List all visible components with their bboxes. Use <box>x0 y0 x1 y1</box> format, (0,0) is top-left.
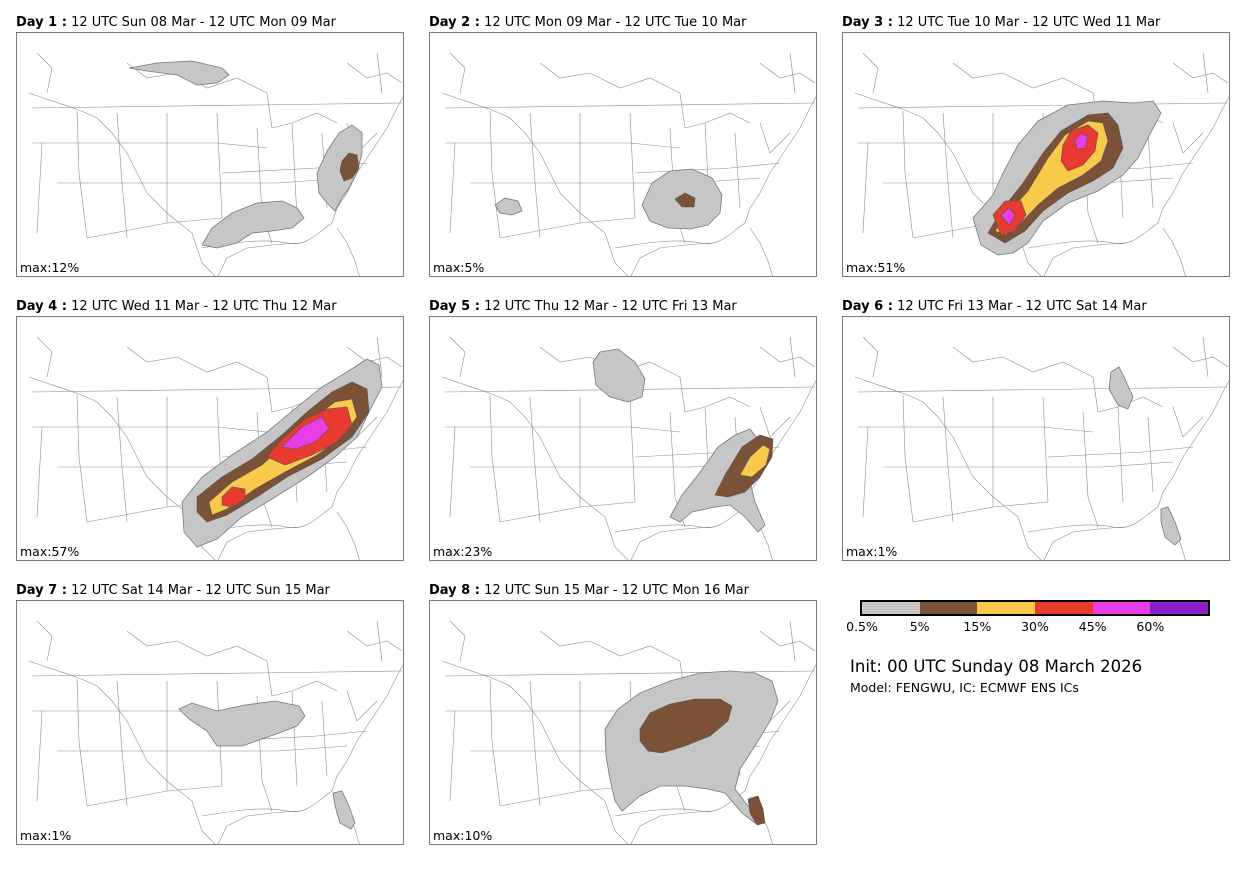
day-label: Day 8 : <box>429 583 480 598</box>
max-value-label: max:1% <box>846 544 898 559</box>
colorbar-swatch <box>1092 602 1151 614</box>
max-value-label: max:1% <box>20 828 72 843</box>
period-label: 12 UTC Wed 11 Mar - 12 UTC Thu 12 Mar <box>71 299 337 314</box>
model-info-label: Model: FENGWU, IC: ECMWF ENS ICs <box>850 680 1079 695</box>
colorbar-swatch <box>977 602 1036 614</box>
colorbar-tick-label: 5% <box>909 619 930 634</box>
max-value-label: max:12% <box>20 260 80 275</box>
max-value-label: max:51% <box>846 260 906 275</box>
forecast-map-day1: max:12% <box>16 32 404 277</box>
period-label: 12 UTC Sun 08 Mar - 12 UTC Mon 09 Mar <box>71 15 336 30</box>
colorbar-swatch <box>1035 602 1093 614</box>
panel-title-day8: Day 8 : 12 UTC Sun 15 Mar - 12 UTC Mon 1… <box>429 583 749 598</box>
panel-title-day5: Day 5 : 12 UTC Thu 12 Mar - 12 UTC Fri 1… <box>429 299 737 314</box>
period-label: 12 UTC Sat 14 Mar - 12 UTC Sun 15 Mar <box>71 583 330 598</box>
colorbar-tick-label: 0.5% <box>846 619 878 634</box>
panel-title-day2: Day 2 : 12 UTC Mon 09 Mar - 12 UTC Tue 1… <box>429 15 746 30</box>
day-label: Day 1 : <box>16 15 67 30</box>
period-label: 12 UTC Fri 13 Mar - 12 UTC Sat 14 Mar <box>897 299 1147 314</box>
day-label: Day 7 : <box>16 583 67 598</box>
day-label: Day 6 : <box>842 299 893 314</box>
period-label: 12 UTC Mon 09 Mar - 12 UTC Tue 10 Mar <box>484 15 747 30</box>
day-label: Day 5 : <box>429 299 480 314</box>
period-label: 12 UTC Sun 15 Mar - 12 UTC Mon 16 Mar <box>484 583 749 598</box>
forecast-map-day3: max:51% <box>842 32 1230 277</box>
colorbar-tick-label: 15% <box>963 619 992 634</box>
day-label: Day 2 : <box>429 15 480 30</box>
colorbar-tick-label: 60% <box>1136 619 1165 634</box>
forecast-map-day8: max:10% <box>429 600 817 845</box>
panel-title-day4: Day 4 : 12 UTC Wed 11 Mar - 12 UTC Thu 1… <box>16 299 337 314</box>
period-label: 12 UTC Tue 10 Mar - 12 UTC Wed 11 Mar <box>897 15 1161 30</box>
colorbar-ticks: 0.5% 5% 15% 30% 45% 60% <box>846 616 1245 634</box>
panel-title-day7: Day 7 : 12 UTC Sat 14 Mar - 12 UTC Sun 1… <box>16 583 330 598</box>
panel-title-day3: Day 3 : 12 UTC Tue 10 Mar - 12 UTC Wed 1… <box>842 15 1160 30</box>
forecast-map-day5: max:23% <box>429 316 817 561</box>
colorbar-tick-label: 30% <box>1021 619 1049 634</box>
forecast-map-day4: max:57% <box>16 316 404 561</box>
probability-colorbar: 0.5% 5% 15% 30% 45% 60% <box>846 600 1245 634</box>
max-value-label: max:10% <box>433 828 493 843</box>
colorbar-swatch <box>1150 602 1209 614</box>
colorbar-swatch <box>919 602 978 614</box>
colorbar-swatch <box>862 602 920 614</box>
panel-title-day6: Day 6 : 12 UTC Fri 13 Mar - 12 UTC Sat 1… <box>842 299 1147 314</box>
day-label: Day 3 : <box>842 15 893 30</box>
max-value-label: max:57% <box>20 544 80 559</box>
forecast-map-day6: max:1% <box>842 316 1230 561</box>
colorbar-swatches <box>860 600 1210 616</box>
panel-title-day1: Day 1 : 12 UTC Sun 08 Mar - 12 UTC Mon 0… <box>16 15 336 30</box>
forecast-map-day2: max:5% <box>429 32 817 277</box>
forecast-map-day7: max:1% <box>16 600 404 845</box>
init-time-label: Init: 00 UTC Sunday 08 March 2026 <box>850 657 1143 676</box>
period-label: 12 UTC Thu 12 Mar - 12 UTC Fri 13 Mar <box>484 299 737 314</box>
colorbar-tick-label: 45% <box>1078 619 1107 634</box>
max-value-label: max:23% <box>433 544 493 559</box>
max-value-label: max:5% <box>433 260 485 275</box>
day-label: Day 4 : <box>16 299 67 314</box>
